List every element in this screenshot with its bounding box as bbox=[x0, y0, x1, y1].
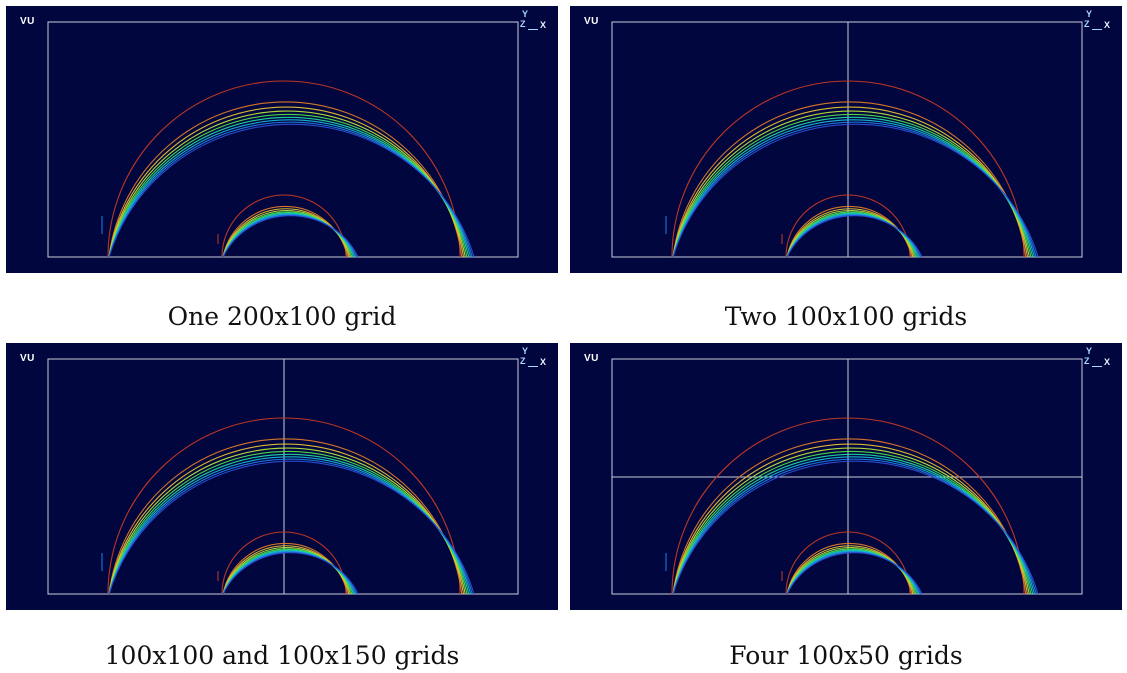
outer-ring-contour-5 bbox=[108, 453, 470, 595]
contour-plot bbox=[47, 21, 519, 258]
outer-ring-contour-0 bbox=[671, 80, 1025, 258]
axis-x-label: X bbox=[1104, 20, 1111, 30]
outer-ring-contour-8 bbox=[108, 460, 475, 595]
inner-ring-contour-7 bbox=[222, 214, 358, 258]
outer-ring-contour-5 bbox=[108, 116, 470, 258]
outer-ring-contour-1 bbox=[108, 438, 463, 595]
contour-plot bbox=[611, 21, 1083, 258]
axis-x-label: X bbox=[1104, 357, 1111, 367]
axis-x-label: X bbox=[540, 357, 547, 367]
axis-triad-icon: Y Z X bbox=[518, 10, 550, 32]
axis-triad-icon: Y Z X bbox=[1082, 347, 1114, 369]
outer-ring-contour-2 bbox=[108, 443, 465, 595]
axis-z-label: Z bbox=[520, 19, 526, 29]
caption-panel-4: Four 100x50 grids bbox=[729, 641, 963, 670]
outer-ring-contour-5 bbox=[672, 453, 1034, 595]
outer-ring-contour-3 bbox=[108, 110, 466, 258]
outer-ring-contour-8 bbox=[672, 460, 1039, 595]
inner-ring-contour-7 bbox=[786, 551, 922, 595]
outer-ring-contour-4 bbox=[108, 450, 468, 595]
vu-label: VU bbox=[20, 16, 35, 27]
axis-z-label: Z bbox=[1084, 19, 1090, 29]
panel-one-200x100-grid: VU Y Z X bbox=[6, 6, 558, 273]
outer-ring-contour-4 bbox=[108, 113, 468, 258]
outer-ring-contour-0 bbox=[671, 417, 1025, 595]
outer-ring-contour-2 bbox=[672, 106, 1029, 258]
vu-label: VU bbox=[584, 16, 599, 27]
domain-boundary bbox=[47, 21, 519, 258]
outer-ring-contour-2 bbox=[672, 443, 1029, 595]
vu-label: VU bbox=[584, 353, 599, 364]
axis-triad-icon: Y Z X bbox=[1082, 10, 1114, 32]
domain-boundary bbox=[611, 21, 1083, 258]
outer-ring-contour-3 bbox=[672, 110, 1030, 258]
inner-ring-contour-7 bbox=[222, 551, 358, 595]
inner-ring-contour-8 bbox=[786, 552, 923, 595]
axis-y-label: Y bbox=[522, 346, 529, 356]
outer-ring-contour-5 bbox=[672, 116, 1034, 258]
outer-ring-contour-4 bbox=[672, 450, 1032, 595]
outer-ring-contour-1 bbox=[672, 101, 1027, 258]
inner-ring-contour-8 bbox=[222, 552, 359, 595]
inner-ring-contour-8 bbox=[786, 215, 923, 258]
outer-ring-contour-4 bbox=[672, 113, 1032, 258]
domain-boundary bbox=[47, 358, 519, 595]
inner-ring-contour-7 bbox=[786, 214, 922, 258]
inner-ring-contour-0 bbox=[221, 531, 347, 595]
outer-ring-contour-1 bbox=[672, 438, 1027, 595]
caption-panel-2: Two 100x100 grids bbox=[724, 302, 968, 331]
axis-x-label: X bbox=[540, 20, 547, 30]
caption-panel-1: One 200x100 grid bbox=[167, 302, 397, 331]
outer-ring-contour-3 bbox=[108, 447, 466, 595]
contour-plot bbox=[611, 358, 1083, 595]
vu-label: VU bbox=[20, 353, 35, 364]
caption-panel-3: 100x100 and 100x150 grids bbox=[104, 641, 460, 670]
inner-ring-contour-6 bbox=[222, 213, 356, 258]
panel-100x100-and-100x150-grids: VU Y Z X bbox=[6, 343, 558, 610]
inner-ring-contour-8 bbox=[222, 215, 359, 258]
inner-ring-contour-6 bbox=[786, 213, 920, 258]
contour-plot bbox=[47, 358, 519, 595]
outer-ring-contour-8 bbox=[108, 123, 475, 258]
inner-ring-contour-0 bbox=[785, 531, 911, 595]
axis-y-label: Y bbox=[1086, 346, 1093, 356]
axis-z-label: Z bbox=[1084, 356, 1090, 366]
inner-ring-contour-0 bbox=[785, 194, 911, 258]
axis-z-label: Z bbox=[520, 356, 526, 366]
outer-ring-contour-1 bbox=[108, 101, 463, 258]
outer-ring-contour-8 bbox=[672, 123, 1039, 258]
inner-ring-contour-6 bbox=[222, 550, 356, 595]
inner-ring-contour-0 bbox=[221, 194, 347, 258]
panel-four-100x50-grids: VU Y Z X bbox=[570, 343, 1122, 610]
inner-ring-contour-6 bbox=[786, 550, 920, 595]
panel-two-100x100-grids: VU Y Z X bbox=[570, 6, 1122, 273]
axis-y-label: Y bbox=[1086, 9, 1093, 19]
outer-ring-contour-3 bbox=[672, 447, 1030, 595]
outer-ring-contour-2 bbox=[108, 106, 465, 258]
axis-triad-icon: Y Z X bbox=[518, 347, 550, 369]
axis-y-label: Y bbox=[522, 9, 529, 19]
outer-ring-contour-0 bbox=[107, 80, 461, 258]
outer-ring-contour-0 bbox=[107, 417, 461, 595]
